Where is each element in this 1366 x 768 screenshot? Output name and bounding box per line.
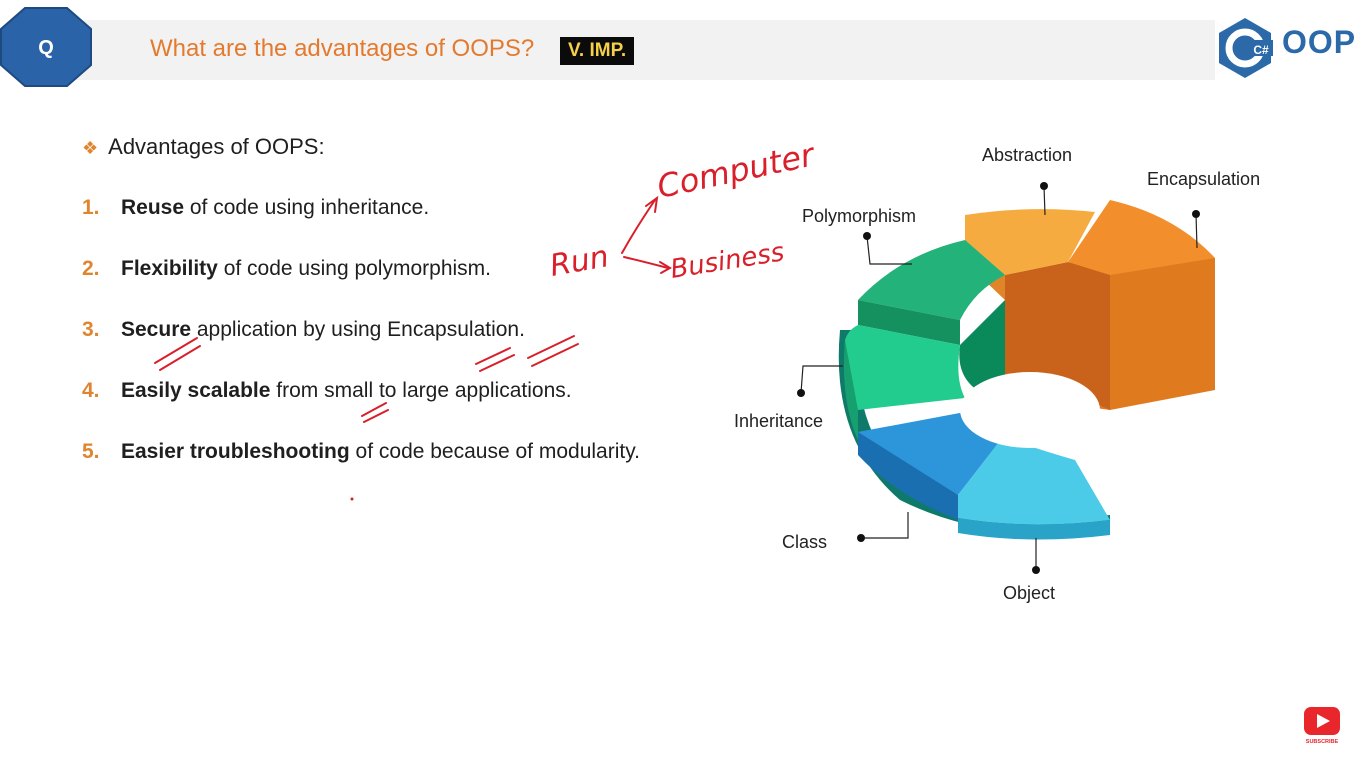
label-encapsulation: Encapsulation [1147, 169, 1260, 189]
segment-polymorphism-top [858, 240, 1005, 320]
intro-text: Advantages of OOPS: [108, 134, 325, 159]
center-hole [960, 372, 1100, 448]
segment-encapsulation-top [1068, 200, 1215, 275]
label-abstraction: Abstraction [982, 145, 1072, 165]
list-item: 1. Reuse of code using inheritance. [82, 196, 429, 220]
label-polymorphism: Polymorphism [802, 206, 916, 226]
item-text: from small to large applications. [270, 379, 572, 402]
item-number: 2. [82, 257, 100, 280]
importance-tag: V. IMP. [560, 37, 635, 65]
list-item: 2. Flexibility of code using polymorphism… [82, 257, 491, 281]
logo-text: OOP [1282, 24, 1357, 60]
segment-object-top [958, 437, 1110, 525]
list-item: 5. Easier troubleshooting of code because… [82, 440, 640, 464]
oop-pillars-diagram: Abstraction Encapsulation Polymorphism I… [734, 145, 1260, 603]
csharp-logo-icon: C# [1219, 18, 1273, 78]
item-keyword: Reuse [121, 196, 185, 219]
label-object: Object [1003, 583, 1055, 603]
item-number: 4. [82, 379, 100, 402]
segment-class-top [858, 412, 1003, 495]
segment-class-side [858, 432, 958, 520]
logo-mark: C# [1253, 43, 1269, 57]
item-number: 3. [82, 318, 100, 341]
diamond-bullet-icon: ❖ [82, 138, 99, 158]
segment-polymorphism-side [858, 300, 960, 345]
item-number: 5. [82, 440, 100, 463]
item-text: of code using polymorphism. [217, 257, 491, 280]
question-badge: Q [0, 7, 92, 87]
segment-abstraction-top [965, 209, 1095, 275]
item-keyword: Easily scalable [121, 379, 271, 402]
list-item: 4. Easily scalable from small to large ap… [82, 379, 572, 403]
item-text: application by using Encapsulation. [191, 318, 525, 341]
inner-wall [959, 300, 1005, 395]
label-inheritance: Inheritance [734, 411, 823, 431]
segment-inheritance-side [843, 340, 858, 440]
segment-object-side [958, 518, 1110, 540]
question-badge-letter: Q [38, 37, 54, 59]
item-keyword: Flexibility [121, 257, 218, 280]
item-text: of code using inheritance. [184, 196, 430, 219]
list-item: 3. Secure application by using Encapsulat… [82, 318, 525, 342]
annotation-run: Run [547, 239, 611, 284]
page-title: What are the advantages of OOPS? [150, 35, 535, 62]
youtube-subscribe-icon[interactable]: SUBSCRIBE [1303, 706, 1341, 746]
intro-line: ❖ Advantages of OOPS: [82, 134, 325, 160]
segment-inheritance-top [844, 325, 965, 410]
label-class: Class [782, 532, 827, 552]
subscribe-label: SUBSCRIBE [1306, 739, 1339, 745]
item-number: 1. [82, 196, 100, 219]
item-keyword: Secure [121, 318, 192, 341]
item-text: of code because of modularity. [349, 440, 640, 463]
item-keyword: Easier troubleshooting [121, 440, 350, 463]
